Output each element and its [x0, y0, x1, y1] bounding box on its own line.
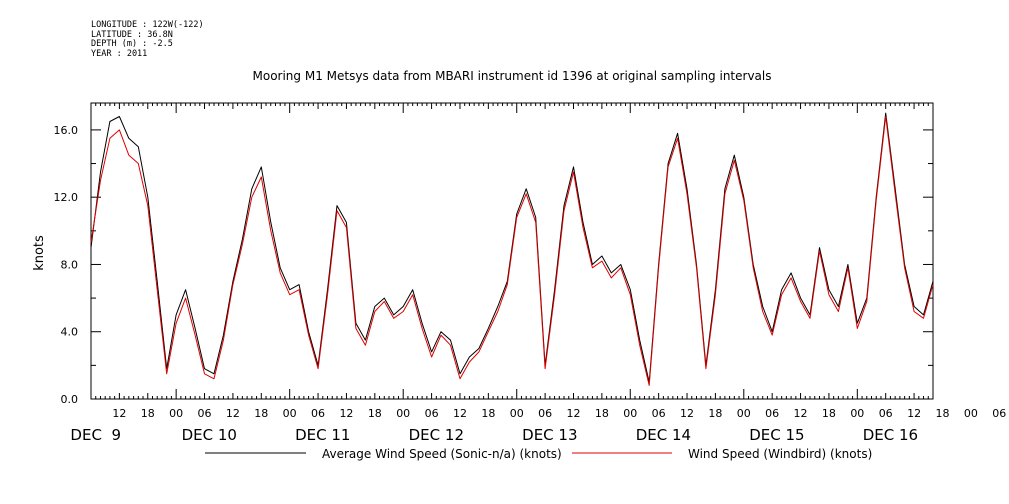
x-hour-label: 06	[311, 407, 325, 420]
x-hour-label: 06	[538, 407, 552, 420]
x-hour-label: 00	[283, 407, 297, 420]
x-hour-label: 00	[623, 407, 637, 420]
x-hour-label: 18	[141, 407, 155, 420]
x-hour-label: 00	[510, 407, 524, 420]
x-hour-label: 18	[822, 407, 836, 420]
x-hour-label: 12	[680, 407, 694, 420]
meta-year: YEAR : 2011	[91, 48, 148, 59]
x-day-label: DEC 13	[522, 426, 577, 444]
series-line-2	[90, 116, 934, 386]
x-day-label: DEC 11	[295, 426, 350, 444]
x-hour-label: 06	[765, 407, 779, 420]
x-hour-label: 18	[368, 407, 382, 420]
x-hour-label: 00	[850, 407, 864, 420]
x-hour-label: 18	[481, 407, 495, 420]
series-lines	[90, 112, 934, 386]
meta-depth: DEPTH (m) : -2.5	[91, 39, 173, 49]
legend-label-1: Average Wind Speed (Sonic-n/a) (knots)	[322, 447, 562, 461]
chart-title: Mooring M1 Metsys data from MBARI instru…	[253, 69, 772, 83]
x-hour-label: 00	[964, 407, 978, 420]
x-hour-label: 06	[425, 407, 439, 420]
y-tick-labels: 0.0 4.0 8.0 12.0 16.0	[54, 124, 79, 406]
x-hour-label: 12	[112, 407, 126, 420]
y-tick-label: 0.0	[61, 393, 79, 406]
y-tick-label: 12.0	[54, 191, 79, 204]
x-day-label: DEC 14	[636, 426, 691, 444]
y-axis-label: knots	[32, 235, 47, 271]
legend: Average Wind Speed (Sonic-n/a) (knots) Wi…	[205, 447, 872, 461]
x-day-label: DEC 12	[409, 426, 464, 444]
x-hour-label: 00	[169, 407, 183, 420]
x-hour-label: 12	[226, 407, 240, 420]
x-hour-label: 12	[453, 407, 467, 420]
x-hour-label: 12	[907, 407, 921, 420]
meta-longitude: LONGITUDE : 122W(-122)	[91, 20, 204, 30]
x-hour-label: 06	[879, 407, 893, 420]
x-day-label: DEC 15	[749, 426, 804, 444]
x-hour-label: 18	[254, 407, 268, 420]
x-hour-label: 18	[708, 407, 722, 420]
x-hour-label: 06	[198, 407, 212, 420]
meta-latitude: LATITUDE : 36.8N	[91, 29, 173, 40]
axis-ticks	[90, 103, 934, 400]
x-day-label: DEC 10	[182, 426, 237, 444]
y-tick-label: 4.0	[61, 326, 79, 339]
x-day-label: DEC 16	[863, 426, 918, 444]
x-hour-label: 06	[652, 407, 666, 420]
x-tick-labels: 12 18 00 06 12 18 00 06 12 18 00 06 12 18 00 06 12 18 00 06…	[70, 407, 1006, 444]
x-hour-label: 00	[396, 407, 410, 420]
x-hour-label: 06	[992, 407, 1006, 420]
x-hour-label: 12	[566, 407, 580, 420]
legend-label-2: Wind Speed (Windbird) (knots)	[688, 447, 872, 461]
y-tick-label: 8.0	[61, 258, 79, 271]
metadata-block: LONGITUDE : 122W(-122) LATITUDE : 36.8N …	[91, 20, 204, 59]
x-hour-label: 12	[794, 407, 808, 420]
x-hour-label: 18	[595, 407, 609, 420]
x-hour-label: 18	[935, 407, 949, 420]
y-tick-label: 16.0	[54, 124, 79, 137]
x-hour-label: 12	[339, 407, 353, 420]
x-hour-label: 00	[737, 407, 751, 420]
x-day-label: DEC 9	[70, 426, 121, 444]
